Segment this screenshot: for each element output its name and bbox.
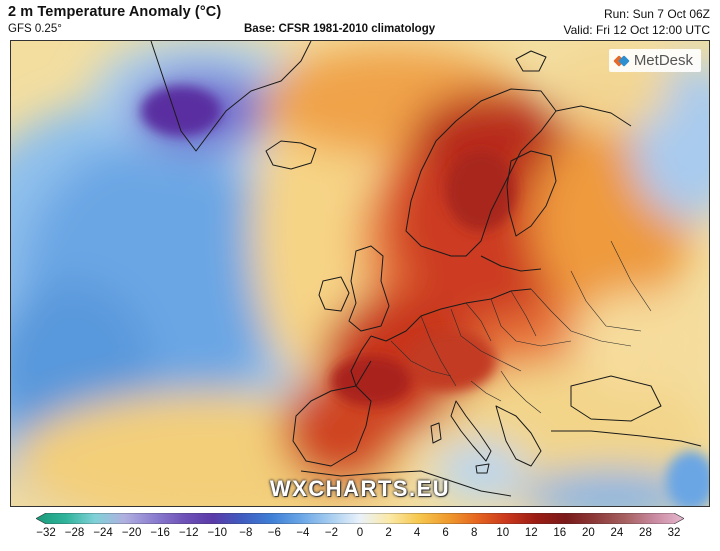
run-time-label: Run: Sun 7 Oct 06Z — [603, 7, 710, 21]
colorbar-tick-label: 6 — [442, 527, 449, 539]
anomaly-map[interactable]: MetDesk WXCHARTS.EU — [10, 40, 710, 507]
anomaly-field — [11, 41, 709, 506]
colorbar-tick-label: −6 — [267, 527, 281, 539]
metdesk-logo: MetDesk — [608, 49, 701, 72]
wxcharts-watermark: WXCHARTS.EU — [269, 476, 451, 501]
colorbar-tick-label: 28 — [639, 527, 652, 539]
colorbar-tick-label: 0 — [356, 527, 364, 539]
colorbar-tick-label: 32 — [667, 527, 681, 539]
colorbar — [36, 513, 684, 524]
valid-time-label: Valid: Fri 12 Oct 12:00 UTC — [563, 23, 711, 37]
colorbar-tick-label: 24 — [610, 527, 624, 539]
colorbar-bar — [36, 513, 684, 524]
colorbar-tick-label: 20 — [581, 527, 595, 539]
colorbar-tick-label: −16 — [150, 527, 170, 539]
colorbar-tick-label: −10 — [207, 527, 228, 539]
colorbar-tick-label: −12 — [178, 527, 199, 539]
colorbar-tick-label: −28 — [64, 527, 85, 539]
model-label: GFS 0.25° — [8, 23, 62, 35]
colorbar-tick-label: 2 — [385, 527, 392, 539]
colorbar-tick-label: 8 — [470, 527, 478, 539]
country-borders — [390, 240, 652, 414]
colorbar-tick-label: 4 — [413, 527, 421, 539]
base-climatology-label: Base: CFSR 1981-2010 climatology — [244, 23, 436, 35]
colorbar-tick-label: −24 — [93, 527, 113, 539]
colorbar-tick-label: −8 — [239, 527, 253, 539]
colorbar-tick-label: −2 — [324, 527, 339, 539]
logo-text: MetDesk — [633, 52, 693, 69]
map-canvas — [11, 41, 709, 506]
chart-title: 2 m Temperature Anomaly (°C) — [8, 4, 222, 20]
colorbar-tick-label: −20 — [121, 527, 142, 539]
colorbar-tick-label: 10 — [496, 527, 510, 539]
metdesk-logo-icon — [613, 54, 630, 68]
anomaly-detail — [141, 86, 709, 506]
colorbar-tick-label: 12 — [524, 527, 538, 539]
colorbar-tick-label: 16 — [553, 527, 567, 539]
colorbar-tick-label: −4 — [296, 527, 310, 539]
colorbar-tick-labels: −32 −28 −24 −20 −16 −12 −10 −8 −6 −4 −2 0 2 4 6 8 10 12 16… — [36, 527, 684, 543]
colorbar-tick-label: −32 — [36, 527, 56, 539]
coastlines — [150, 41, 702, 497]
